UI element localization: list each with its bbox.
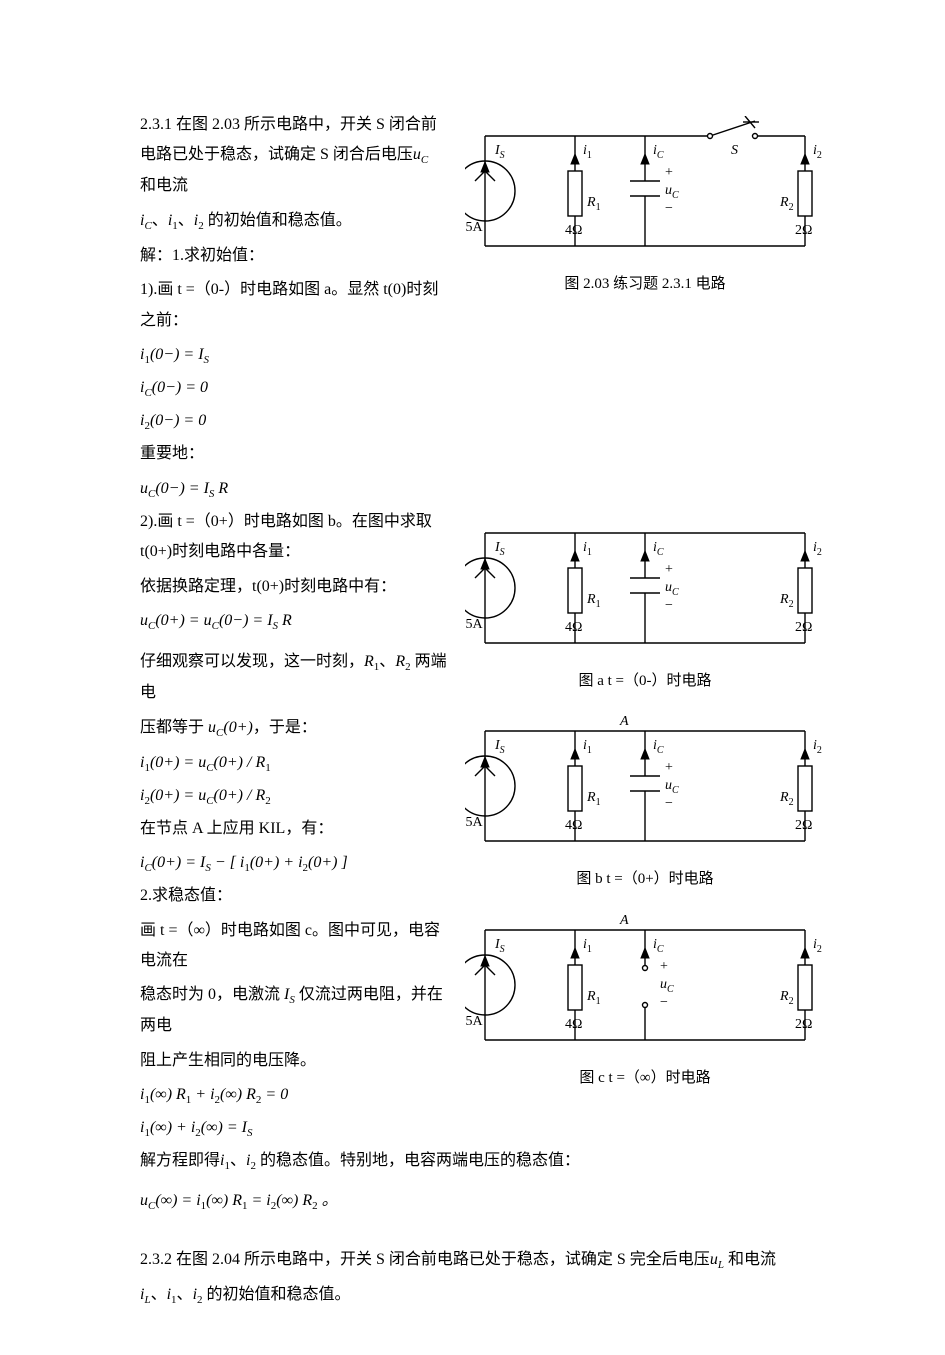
svg-text:2Ω: 2Ω — [795, 223, 812, 238]
svg-text:i1: i1 — [583, 738, 592, 756]
svg-text:+: + — [665, 562, 673, 577]
svg-text:+: + — [660, 959, 668, 974]
svg-text:R2: R2 — [779, 195, 794, 213]
svg-text:i1: i1 — [583, 143, 592, 161]
svg-text:+: + — [665, 165, 673, 180]
svg-text:R2: R2 — [779, 790, 794, 808]
svg-text:IS: IS — [494, 738, 505, 756]
figure-caption: 图 c t =（∞）时电路 — [465, 1064, 825, 1093]
problem-2-3-2-intro-2: iL、i1、i2 的初始值和稳态值。 — [140, 1280, 825, 1311]
figure-c: IS i1 A iC i2 + uC − 1.5A R1 4Ω R2 2Ω 图 … — [465, 910, 825, 1093]
figure-a: IS i1 iC i2 + uC − 1.5A R1 4Ω R2 2Ω 图 a … — [465, 513, 825, 696]
figure-2-03: IS i1 iC S i2 + uC − 1.5A R1 4Ω R2 2Ω 图 … — [465, 116, 825, 299]
svg-text:R2: R2 — [779, 989, 794, 1007]
eq-iC-0minus: iC(0−) = 0 — [140, 373, 825, 404]
svg-text:uC: uC — [665, 580, 679, 598]
svg-text:uC: uC — [665, 183, 679, 201]
circuit-diagram-icon: IS i1 A iC i2 + uC − 1.5A R1 4Ω R2 2Ω — [465, 910, 825, 1060]
svg-text:4Ω: 4Ω — [565, 223, 582, 238]
svg-text:i1: i1 — [583, 937, 592, 955]
svg-text:−: − — [665, 598, 673, 613]
eq-uC-inf: uC(∞) = i1(∞) R1 = i2(∞) R2 。 — [140, 1186, 825, 1217]
svg-text:i2: i2 — [813, 738, 822, 756]
svg-text:R2: R2 — [779, 592, 794, 610]
figure-caption: 图 2.03 练习题 2.3.1 电路 — [465, 270, 825, 299]
svg-text:4Ω: 4Ω — [565, 1017, 582, 1032]
svg-text:iC: iC — [653, 143, 664, 161]
eq-uC-0minus: uC(0−) = IS R — [140, 474, 825, 505]
eq-i2-0minus: i2(0−) = 0 — [140, 406, 825, 437]
svg-text:R1: R1 — [586, 592, 601, 610]
svg-text:i2: i2 — [813, 540, 822, 558]
svg-text:R1: R1 — [586, 195, 601, 213]
figure-caption: 图 b t =（0+）时电路 — [465, 865, 825, 894]
svg-text:4Ω: 4Ω — [565, 818, 582, 833]
svg-text:iC: iC — [653, 738, 664, 756]
svg-text:1.5A: 1.5A — [465, 1014, 484, 1029]
svg-text:R1: R1 — [586, 989, 601, 1007]
problem-2-3-2-intro: 2.3.2 在图 2.04 所示电路中，开关 S 闭合前电路已处于稳态，试确定 … — [140, 1245, 825, 1276]
svg-text:A: A — [619, 714, 629, 729]
svg-text:iC: iC — [653, 540, 664, 558]
svg-text:−: − — [665, 201, 673, 216]
svg-text:uC: uC — [660, 977, 674, 995]
svg-text:2Ω: 2Ω — [795, 1017, 812, 1032]
eq-inf-2: i1(∞) + i2(∞) = IS — [140, 1113, 825, 1144]
svg-text:−: − — [660, 995, 668, 1010]
circuit-diagram-icon: IS i1 iC i2 + uC − 1.5A R1 4Ω R2 2Ω — [465, 513, 825, 663]
svg-text:IS: IS — [494, 143, 505, 161]
svg-text:i2: i2 — [813, 143, 822, 161]
svg-text:R1: R1 — [586, 790, 601, 808]
eq-i1-0minus: i1(0−) = IS — [140, 340, 825, 371]
circuit-diagram-icon: IS i1 A iC i2 + uC − 1.5A R1 4Ω R2 2Ω — [465, 711, 825, 861]
svg-text:1.5A: 1.5A — [465, 617, 484, 632]
svg-text:A: A — [619, 913, 629, 928]
svg-text:iC: iC — [653, 937, 664, 955]
svg-text:uC: uC — [665, 778, 679, 796]
svg-text:i1: i1 — [583, 540, 592, 558]
solve-line: 解方程即得i1、i2 的稳态值。特别地，电容两端电压的稳态值： — [140, 1146, 825, 1177]
important-note: 重要地： — [140, 439, 825, 469]
svg-text:2Ω: 2Ω — [795, 818, 812, 833]
svg-text:S: S — [731, 143, 738, 158]
svg-text:IS: IS — [494, 937, 505, 955]
circuit-diagram-icon: IS i1 iC S i2 + uC − 1.5A R1 4Ω R2 2Ω — [465, 116, 825, 266]
svg-text:+: + — [665, 760, 673, 775]
svg-text:IS: IS — [494, 540, 505, 558]
svg-text:i2: i2 — [813, 937, 822, 955]
svg-text:−: − — [665, 796, 673, 811]
svg-text:2Ω: 2Ω — [795, 620, 812, 635]
figure-b: IS i1 A iC i2 + uC − 1.5A R1 4Ω R2 2Ω 图 … — [465, 711, 825, 894]
figure-caption: 图 a t =（0-）时电路 — [465, 667, 825, 696]
svg-text:1.5A: 1.5A — [465, 815, 484, 830]
svg-text:1.5A: 1.5A — [465, 220, 484, 235]
svg-text:4Ω: 4Ω — [565, 620, 582, 635]
